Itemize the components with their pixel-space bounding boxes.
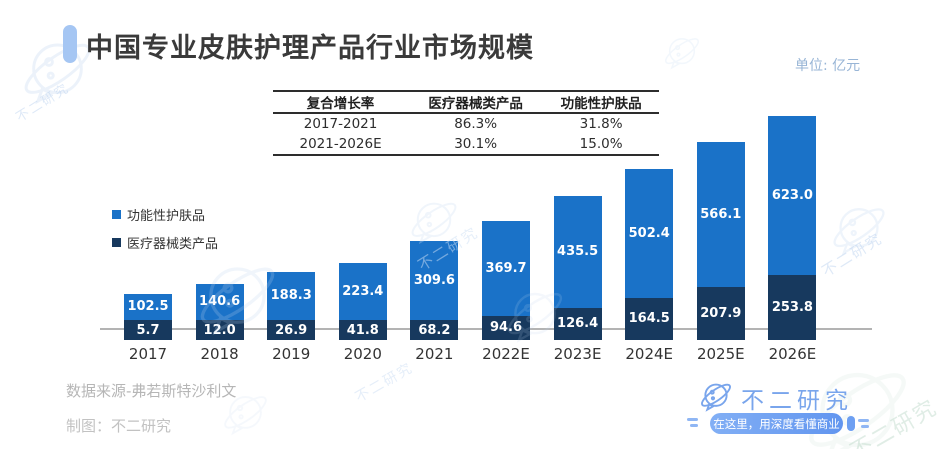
bar-segment-functional-2024E: 502.4 [625, 169, 674, 298]
bar-value-medical-2019: 26.9 [275, 322, 308, 338]
chart-legend: 功能性护肤品 医疗器械类产品 [112, 205, 218, 261]
pill-left-dash-1 [687, 418, 698, 421]
x-axis-label-2025E: 2025E [696, 345, 745, 363]
cagr-period-2: 2021-2026E [299, 136, 382, 152]
bar-segment-functional-2020: 223.4 [338, 262, 387, 320]
bar-value-medical-2021: 68.2 [418, 322, 451, 338]
bar-value-functional-2021: 309.6 [413, 272, 455, 288]
bar-segment-functional-2025E: 566.1 [696, 141, 745, 287]
bar-segment-medical-2017: 5.7 [124, 320, 172, 340]
page-title: 中国专业皮肤护理产品行业市场规模 [86, 33, 534, 64]
x-axis-label-2021: 2021 [415, 345, 454, 363]
bar-segment-medical-2018: 12.0 [195, 320, 244, 340]
planet-logo-icon [701, 383, 731, 412]
pill-right-dash-1 [858, 419, 869, 422]
bar-segment-medical-2026E: 253.8 [768, 275, 817, 340]
unit-label: 单位: 亿元 [795, 58, 861, 74]
cagr-functional-2: 15.0% [579, 136, 623, 152]
cagr-functional-1: 31.8% [579, 116, 623, 132]
bar-value-functional-2018: 140.6 [199, 294, 241, 310]
bar-value-medical-2017: 5.7 [136, 322, 160, 338]
title-accent-bar [63, 25, 77, 63]
cagr-period-1: 2017-2021 [303, 116, 378, 132]
bar-segment-medical-2024E: 164.5 [625, 297, 674, 340]
bar-segment-medical-2021: 68.2 [410, 320, 459, 340]
bar-segment-functional-2022E: 369.7 [482, 221, 530, 316]
bar-value-functional-2020: 223.4 [342, 283, 384, 299]
bar-value-functional-2025E: 566.1 [700, 206, 742, 222]
bar-value-functional-2022E: 369.7 [485, 260, 527, 276]
legend-item-medical: 医疗器械类产品 [112, 233, 218, 252]
cagr-header-medical: 医疗器械类产品 [428, 96, 523, 112]
cagr-header-growth: 复合增长率 [306, 96, 375, 112]
bar-segment-functional-2023E: 435.5 [553, 196, 602, 308]
bar-segment-medical-2025E: 207.9 [696, 286, 745, 340]
bar-value-functional-2017: 102.5 [127, 299, 169, 315]
cagr-medical-1: 86.3% [454, 116, 498, 132]
x-axis-label-2020: 2020 [343, 345, 382, 363]
legend-label-functional: 功能性护肤品 [127, 209, 206, 224]
brand-slogan-pill: 在这里，用深度看懂商业 [710, 413, 843, 434]
bar-segment-functional-2019: 188.3 [267, 271, 316, 320]
bar-value-functional-2026E: 623.0 [771, 187, 813, 203]
cagr-table: 复合增长率 医疗器械类产品 功能性护肤品 2017-2021 86.3% 31.… [273, 90, 659, 156]
legend-label-medical: 医疗器械类产品 [127, 237, 219, 252]
cagr-table-row-2: 2021-2026E 30.1% 15.0% [273, 134, 659, 154]
x-axis-label-2023E: 2023E [553, 345, 602, 363]
legend-swatch-functional [112, 210, 121, 219]
pill-right-cap [847, 416, 855, 431]
bar-segment-medical-2023E: 126.4 [553, 307, 602, 340]
bar-segment-functional-2026E: 623.0 [768, 115, 817, 276]
pill-left-dash-2 [690, 424, 698, 427]
bar-value-medical-2022E: 94.6 [489, 320, 523, 336]
brand-name: 不二研究 [741, 388, 853, 414]
bar-segment-functional-2017: 102.5 [124, 293, 172, 320]
bar-value-medical-2020: 41.8 [346, 322, 379, 338]
bar-segment-functional-2018: 140.6 [195, 284, 244, 320]
bar-value-medical-2018: 12.0 [203, 322, 236, 338]
bar-value-medical-2026E: 253.8 [771, 300, 813, 315]
x-axis-label-2022E: 2022E [482, 345, 530, 363]
x-axis-label-2018: 2018 [200, 345, 239, 363]
brand-slogan-text: 在这里，用深度看懂商业 [713, 416, 840, 431]
bar-segment-medical-2020: 41.8 [338, 320, 387, 340]
bar-value-functional-2024E: 502.4 [628, 226, 670, 242]
chart-credit-text: 制图：不二研究 [66, 417, 172, 435]
cagr-header-functional: 功能性护肤品 [560, 96, 642, 112]
cagr-medical-2: 30.1% [454, 136, 498, 152]
cagr-table-header-row: 复合增长率 医疗器械类产品 功能性护肤品 [273, 92, 659, 114]
pill-right-dash-2 [861, 425, 869, 428]
legend-item-functional: 功能性护肤品 [112, 205, 218, 224]
bar-value-medical-2023E: 126.4 [557, 316, 599, 332]
bar-value-functional-2019: 188.3 [270, 288, 312, 304]
bar-segment-functional-2021: 309.6 [410, 240, 459, 320]
x-axis-label-2026E: 2026E [768, 345, 817, 363]
x-axis-label-2019: 2019 [272, 345, 311, 363]
data-source-text: 数据来源-弗若斯特沙利文 [66, 382, 237, 400]
cagr-table-row-1: 2017-2021 86.3% 31.8% [273, 114, 659, 134]
bar-segment-medical-2022E: 94.6 [482, 315, 530, 340]
bar-value-medical-2025E: 207.9 [700, 305, 742, 321]
x-axis-label-2017: 2017 [128, 345, 168, 363]
legend-swatch-medical [112, 238, 121, 247]
bar-value-medical-2024E: 164.5 [628, 311, 670, 327]
x-axis-label-2024E: 2024E [625, 345, 674, 363]
bar-segment-medical-2019: 26.9 [267, 320, 316, 340]
bar-value-functional-2023E: 435.5 [557, 244, 599, 260]
